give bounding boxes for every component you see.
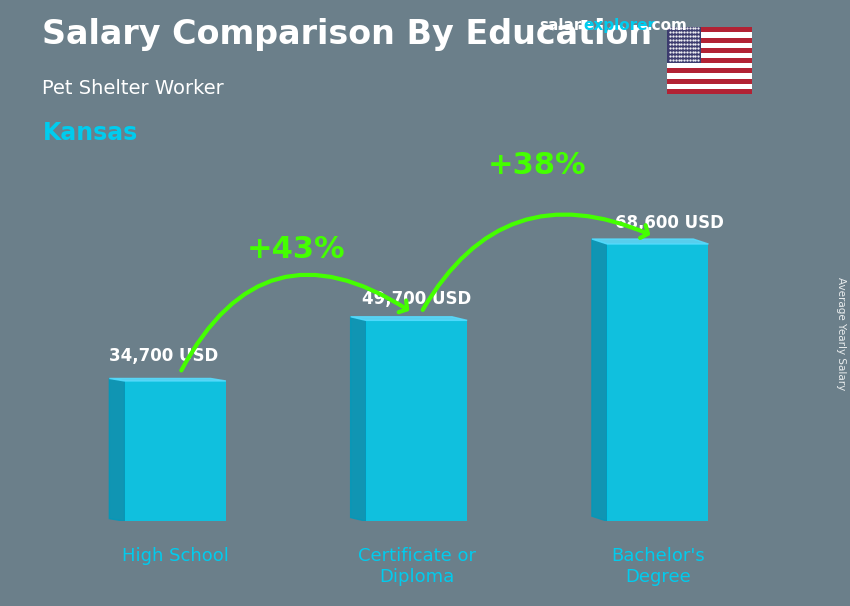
Text: Kansas: Kansas (42, 121, 138, 145)
Bar (125, 381, 226, 521)
Bar (667, 68, 752, 73)
Polygon shape (110, 379, 125, 521)
Bar (667, 48, 752, 53)
Text: salary: salary (540, 18, 592, 33)
Bar (667, 42, 752, 48)
Bar (366, 321, 468, 521)
Bar (667, 27, 752, 32)
Bar (667, 73, 752, 79)
Bar (607, 244, 708, 521)
Bar (667, 53, 752, 58)
Text: Bachelor's
Degree: Bachelor's Degree (611, 547, 705, 586)
Bar (667, 58, 752, 63)
Bar (667, 63, 752, 68)
Bar (667, 32, 752, 38)
Text: High School: High School (122, 547, 229, 565)
Polygon shape (110, 379, 226, 381)
Text: Salary Comparison By Education: Salary Comparison By Education (42, 18, 653, 51)
Text: explorer: explorer (583, 18, 655, 33)
Text: +43%: +43% (246, 235, 345, 264)
Text: 34,700 USD: 34,700 USD (109, 347, 218, 365)
Polygon shape (351, 317, 365, 521)
Polygon shape (351, 317, 468, 321)
Text: 49,700 USD: 49,700 USD (362, 290, 471, 308)
Polygon shape (592, 239, 708, 244)
Bar (667, 27, 701, 63)
Bar (667, 79, 752, 84)
Text: Certificate or
Diploma: Certificate or Diploma (358, 547, 475, 586)
Bar (667, 38, 752, 42)
Text: .com: .com (646, 18, 687, 33)
Bar (667, 84, 752, 89)
Bar (667, 89, 752, 94)
Text: Pet Shelter Worker: Pet Shelter Worker (42, 79, 224, 98)
Text: Average Yearly Salary: Average Yearly Salary (836, 277, 846, 390)
Polygon shape (592, 239, 607, 521)
Text: +38%: +38% (488, 151, 586, 180)
Text: 68,600 USD: 68,600 USD (615, 214, 724, 232)
